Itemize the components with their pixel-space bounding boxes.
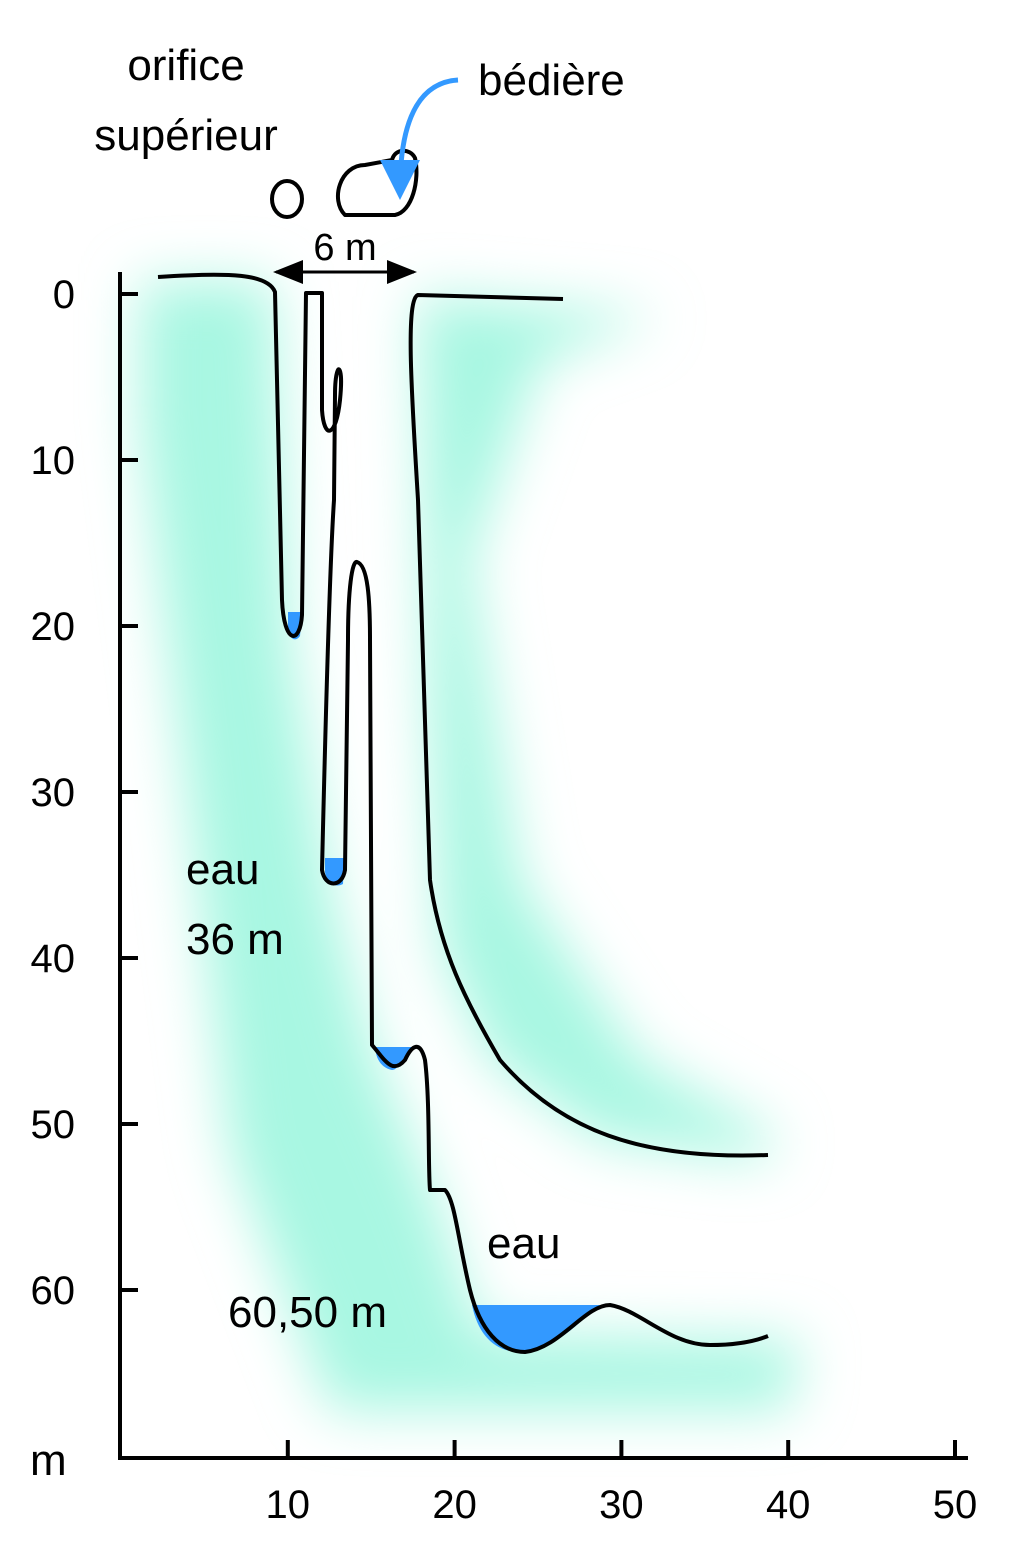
- y-tick-label: 10: [31, 439, 76, 483]
- x-tick-label: 10: [266, 1483, 311, 1527]
- x-tick-label: 40: [766, 1483, 811, 1527]
- rock-halo: [140, 282, 800, 1410]
- label: orifice: [127, 41, 244, 90]
- y-tick-label: 40: [31, 937, 76, 981]
- label: 6 m: [313, 227, 376, 269]
- label: eau: [487, 1219, 560, 1268]
- x-tick-label: 20: [432, 1483, 477, 1527]
- y-tick-label: 60: [31, 1269, 76, 1313]
- bediere-arrow: [380, 77, 459, 200]
- x-tick-label: 50: [933, 1483, 978, 1527]
- y-tick-label: 0: [53, 273, 75, 317]
- label: eau: [186, 845, 259, 894]
- label: 60,50 m: [228, 1288, 387, 1337]
- y-tick-label: 20: [31, 605, 76, 649]
- label: 36 m: [186, 915, 284, 964]
- axis-unit: m: [30, 1436, 67, 1485]
- y-tick-label: 50: [31, 1103, 76, 1147]
- y-tick-label: 30: [31, 771, 76, 815]
- label: supérieur: [94, 111, 277, 160]
- x-tick-label: 30: [599, 1483, 644, 1527]
- label: bédière: [478, 56, 625, 105]
